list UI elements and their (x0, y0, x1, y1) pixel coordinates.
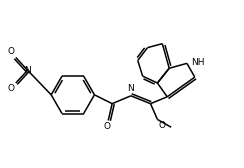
Text: N: N (127, 84, 134, 93)
Text: O: O (8, 84, 15, 93)
Text: NH: NH (191, 58, 204, 67)
Text: O: O (158, 121, 165, 130)
Text: N: N (24, 66, 31, 75)
Text: O: O (8, 48, 15, 56)
Text: O: O (104, 122, 111, 131)
